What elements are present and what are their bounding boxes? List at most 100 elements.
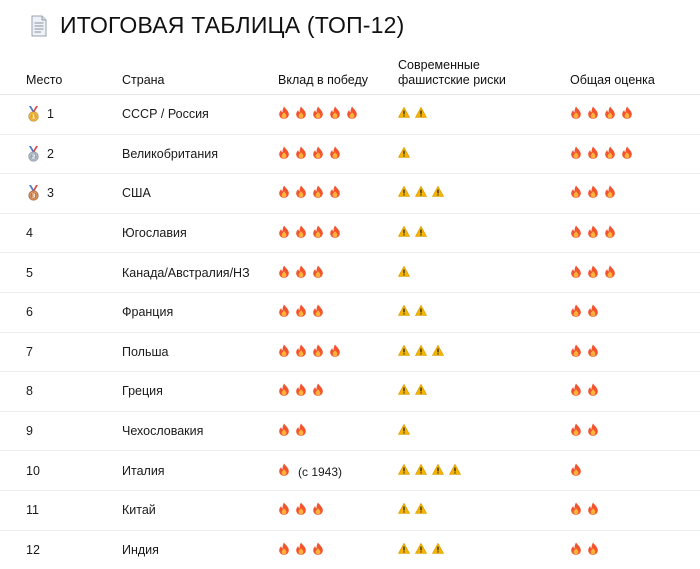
fire-icon [330, 106, 340, 120]
warning-icon [432, 542, 444, 554]
fire-icon [571, 185, 581, 199]
silver-medal-icon: 2 [28, 145, 39, 162]
fire-icon [588, 106, 598, 120]
country-cell: Канада/Австралия/НЗ [122, 252, 278, 293]
overall-cell [570, 94, 700, 135]
fire-icon [296, 265, 306, 278]
fire-icon [588, 304, 598, 318]
fire-icon [279, 304, 289, 318]
overall-rating [570, 423, 599, 436]
overall-cell [570, 450, 700, 491]
warning-icon [398, 186, 410, 198]
place-cell: 5 [0, 252, 122, 293]
fire-icon [588, 225, 598, 238]
country-cell: Италия [122, 450, 278, 491]
risks-cell [398, 134, 570, 175]
column-header-risks: Современные фашистские риски [398, 52, 570, 95]
contribution-rating [278, 463, 290, 476]
contribution-rating [278, 383, 324, 397]
table-row: 8 Греция [0, 371, 700, 412]
risk-rating [398, 225, 427, 238]
place: 6 [26, 305, 122, 319]
place-number: 5 [26, 265, 33, 280]
risk-rating [398, 106, 427, 119]
place-number: 10 [26, 463, 40, 478]
overall-rating [570, 185, 616, 199]
fire-icon [279, 542, 289, 555]
fire-icon [571, 146, 581, 159]
table-row: 6 Франция [0, 292, 700, 333]
overall-rating [570, 463, 582, 476]
overall-cell [570, 292, 700, 333]
contribution-cell [278, 94, 398, 135]
svg-text:3: 3 [32, 194, 36, 200]
fire-icon [296, 304, 306, 318]
fire-icon [313, 146, 323, 159]
column-header-place: Место [0, 52, 122, 95]
country-cell: СССР / Россия [122, 94, 278, 135]
risks-cell [398, 332, 570, 373]
place-cell: 9 [0, 411, 122, 452]
bronze-medal-icon: 3 [28, 185, 39, 202]
fire-icon [313, 344, 323, 357]
overall-cell [570, 213, 700, 254]
place-number: 1 [47, 107, 54, 122]
place-number: 9 [26, 424, 33, 439]
place: 9 [26, 424, 122, 438]
place-cell: 10 [0, 450, 122, 491]
warning-icon [415, 503, 427, 515]
country-cell: Индия [122, 542, 159, 557]
table-row: 2 2 Великобритания [0, 134, 700, 175]
warning-icon [398, 146, 410, 158]
contribution-rating [278, 502, 324, 516]
risk-rating [398, 542, 444, 555]
fire-icon [313, 265, 323, 278]
place-number: 4 [26, 226, 33, 241]
warning-icon [415, 384, 427, 396]
warning-icon [432, 344, 444, 356]
fire-icon [622, 106, 632, 120]
contribution-cell [278, 134, 398, 175]
country-cell: Чехословакия [122, 411, 278, 452]
contribution-cell [278, 332, 398, 373]
contribution-cell [278, 252, 398, 293]
fire-icon [588, 146, 598, 159]
place-cell: 11 [0, 490, 122, 531]
overall-rating [570, 146, 633, 159]
overall-rating [570, 344, 599, 357]
contribution-cell [278, 371, 398, 412]
fire-icon [296, 106, 306, 120]
fire-icon [313, 502, 323, 516]
warning-icon [398, 384, 410, 396]
contribution-rating [278, 423, 307, 436]
table-header: Место Страна Вклад в победу Современные … [0, 52, 700, 95]
document-icon [31, 15, 47, 37]
fire-icon [296, 225, 306, 238]
table-row: 1 1 СССР / Россия [0, 94, 700, 135]
table-body: 1 1 СССР / Россия 2 2 Великобритания 3 3 США 4 Юго… [0, 94, 700, 569]
column-header-contribution: Вклад в победу [278, 52, 398, 95]
overall-cell [570, 173, 700, 214]
place: 7 [26, 345, 122, 359]
risks-cell [398, 94, 570, 135]
overall-rating [570, 106, 633, 120]
warning-icon [398, 503, 410, 515]
fire-icon [279, 344, 289, 357]
overall-rating [570, 265, 616, 278]
fire-icon [330, 146, 340, 159]
fire-icon [571, 463, 581, 476]
fire-icon [296, 383, 306, 397]
contribution-rating [278, 344, 341, 357]
fire-icon [296, 185, 306, 199]
overall-rating [570, 383, 599, 397]
warning-icon [415, 186, 427, 198]
risks-cell [398, 173, 570, 214]
place-cell: 12 [0, 530, 122, 569]
fire-icon [296, 502, 306, 516]
contribution-cell [278, 213, 398, 254]
overall-rating [570, 304, 599, 318]
